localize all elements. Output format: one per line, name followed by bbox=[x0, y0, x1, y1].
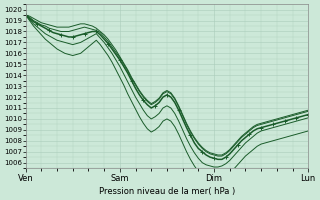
X-axis label: Pression niveau de la mer( hPa ): Pression niveau de la mer( hPa ) bbox=[99, 187, 235, 196]
